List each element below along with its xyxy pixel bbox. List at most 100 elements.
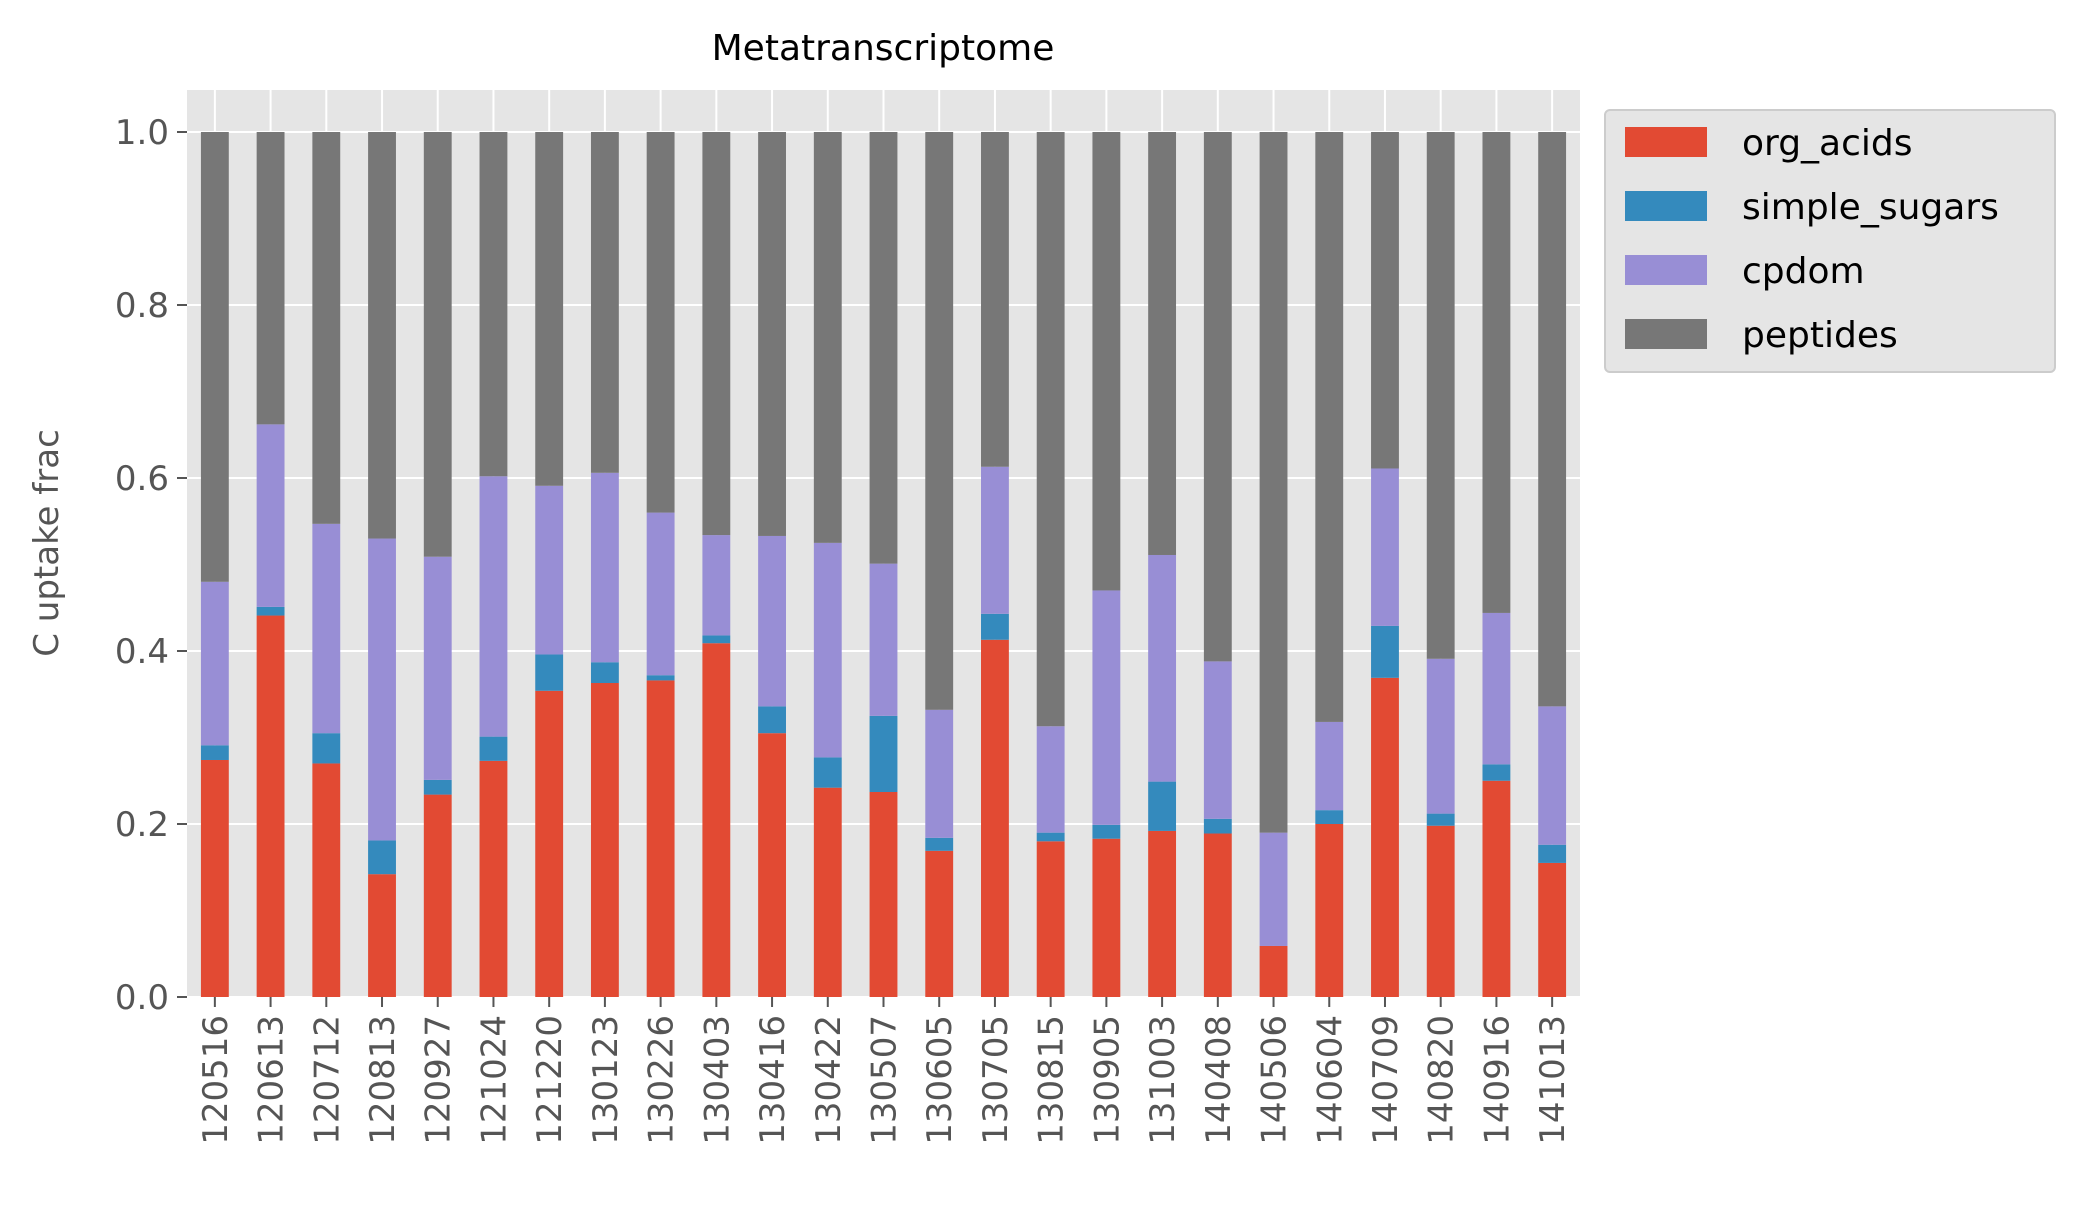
- x-tick-label: 140916: [1477, 1015, 1517, 1145]
- legend-label-org_acids: org_acids: [1742, 123, 1913, 164]
- bar-segment-org_acids: [1426, 825, 1455, 997]
- bar-segment-peptides: [1315, 132, 1344, 722]
- y-tick-label: 0.0: [115, 978, 169, 1018]
- bar-segment-org_acids: [869, 791, 898, 997]
- x-tick-label: 120813: [363, 1015, 403, 1145]
- bar-segment-cpdom: [200, 581, 229, 746]
- legend-box: [1604, 109, 2056, 373]
- bar-segment-simple_sugars: [813, 757, 842, 788]
- bar-segment-org_acids: [1036, 841, 1065, 997]
- bar-segment-simple_sugars: [1538, 844, 1567, 863]
- legend-swatch-org_acids: [1625, 127, 1707, 157]
- legend-swatch-peptides: [1625, 319, 1707, 349]
- y-tick-label: 0.8: [115, 286, 169, 326]
- x-tick-label: 130226: [642, 1015, 682, 1145]
- y-axis-ticks: 0.0 0.2 0.4 0.6 0.8 1.0: [115, 113, 187, 1018]
- bar-segment-org_acids: [590, 683, 619, 997]
- bar-segment-cpdom: [368, 538, 396, 841]
- bar-segment-cpdom: [758, 535, 786, 707]
- bar-segment-cpdom: [1426, 658, 1455, 814]
- bar-segment-simple_sugars: [1203, 818, 1232, 834]
- bar-segment-peptides: [479, 132, 508, 477]
- bar-segment-simple_sugars: [590, 662, 619, 684]
- bar-segment-peptides: [423, 132, 452, 557]
- bar-segment-org_acids: [813, 787, 842, 997]
- bar-segment-org_acids: [1371, 677, 1399, 997]
- bar-segment-simple_sugars: [702, 635, 731, 644]
- bar-segment-cpdom: [869, 563, 898, 716]
- x-tick-label: 120613: [252, 1015, 292, 1145]
- x-tick-label: 140709: [1366, 1015, 1406, 1145]
- bar-segment-cpdom: [256, 424, 285, 607]
- bar-segment-cpdom: [1259, 832, 1288, 946]
- bar-segment-peptides: [1148, 132, 1177, 555]
- bar-segment-simple_sugars: [1036, 832, 1065, 842]
- bar-segment-peptides: [981, 132, 1009, 467]
- bar-segment-peptides: [925, 132, 954, 710]
- bar-segment-simple_sugars: [1148, 781, 1177, 831]
- bar-segment-cpdom: [813, 542, 842, 758]
- bar-segment-org_acids: [535, 690, 564, 997]
- y-tick-label: 1.0: [115, 113, 169, 153]
- x-tick-label: 140506: [1255, 1015, 1295, 1145]
- bar-segment-org_acids: [702, 643, 731, 997]
- y-tick-label: 0.2: [115, 805, 169, 845]
- x-tick-label: 130815: [1032, 1015, 1072, 1145]
- x-tick-label: 130416: [753, 1015, 793, 1145]
- bar-segment-peptides: [869, 132, 898, 564]
- x-tick-label: 140820: [1422, 1015, 1462, 1145]
- bar-segment-cpdom: [1482, 612, 1511, 765]
- x-tick-label: 130403: [697, 1015, 737, 1145]
- x-tick-label: 130422: [809, 1015, 849, 1145]
- bar-segment-cpdom: [479, 476, 508, 737]
- x-tick-label: 120927: [419, 1015, 459, 1145]
- legend-swatch-cpdom: [1625, 255, 1707, 285]
- bar-segment-org_acids: [1315, 824, 1344, 997]
- bar-segment-simple_sugars: [200, 745, 229, 760]
- bar-segment-peptides: [702, 132, 731, 536]
- x-axis-ticks: 120516 120613 120712 120813 120927 121024 1212…: [196, 997, 1573, 1145]
- x-tick-label: 130905: [1087, 1015, 1127, 1145]
- bar-segment-peptides: [1203, 132, 1232, 662]
- bar-segment-peptides: [1036, 132, 1065, 727]
- bar-segment-cpdom: [1148, 554, 1177, 782]
- bar-segment-org_acids: [1538, 862, 1567, 997]
- bar-segment-peptides: [256, 132, 285, 425]
- legend-label-cpdom: cpdom: [1742, 251, 1865, 292]
- bar-segment-org_acids: [479, 760, 508, 997]
- bar-segment-org_acids: [925, 850, 954, 997]
- bar-segment-org_acids: [1482, 780, 1511, 997]
- bar-segment-simple_sugars: [423, 779, 452, 795]
- x-tick-label: 140408: [1199, 1015, 1239, 1145]
- legend-label-peptides: peptides: [1742, 315, 1898, 356]
- bar-segment-simple_sugars: [758, 706, 786, 734]
- x-tick-label: 130123: [586, 1015, 626, 1145]
- bar-segment-simple_sugars: [981, 613, 1009, 640]
- bar-segment-cpdom: [646, 512, 675, 676]
- bars-group: [200, 132, 1567, 997]
- bar-segment-peptides: [758, 132, 786, 536]
- bar-segment-org_acids: [1092, 838, 1121, 997]
- x-tick-label: 121220: [530, 1015, 570, 1145]
- bar-segment-cpdom: [535, 485, 564, 655]
- x-tick-label: 120712: [307, 1015, 347, 1145]
- bar-segment-simple_sugars: [535, 654, 564, 691]
- bar-segment-peptides: [1426, 132, 1455, 659]
- x-tick-label: 121024: [474, 1015, 514, 1145]
- bar-segment-cpdom: [1315, 721, 1344, 811]
- x-tick-label: 140604: [1310, 1015, 1350, 1145]
- bar-segment-org_acids: [423, 794, 452, 997]
- bar-segment-cpdom: [925, 709, 954, 838]
- x-tick-label: 130507: [865, 1015, 905, 1145]
- bar-segment-simple_sugars: [1371, 625, 1399, 678]
- bar-segment-cpdom: [590, 472, 619, 663]
- bar-segment-simple_sugars: [1315, 810, 1344, 824]
- y-tick-label: 0.4: [115, 632, 169, 672]
- x-tick-label: 141013: [1533, 1015, 1573, 1145]
- x-tick-label: 120516: [196, 1015, 236, 1145]
- legend-swatch-simple_sugars: [1625, 191, 1707, 221]
- bar-segment-org_acids: [981, 639, 1009, 997]
- bar-segment-org_acids: [646, 680, 675, 997]
- chart-title: Metatranscriptome: [712, 28, 1055, 69]
- bar-segment-peptides: [646, 132, 675, 513]
